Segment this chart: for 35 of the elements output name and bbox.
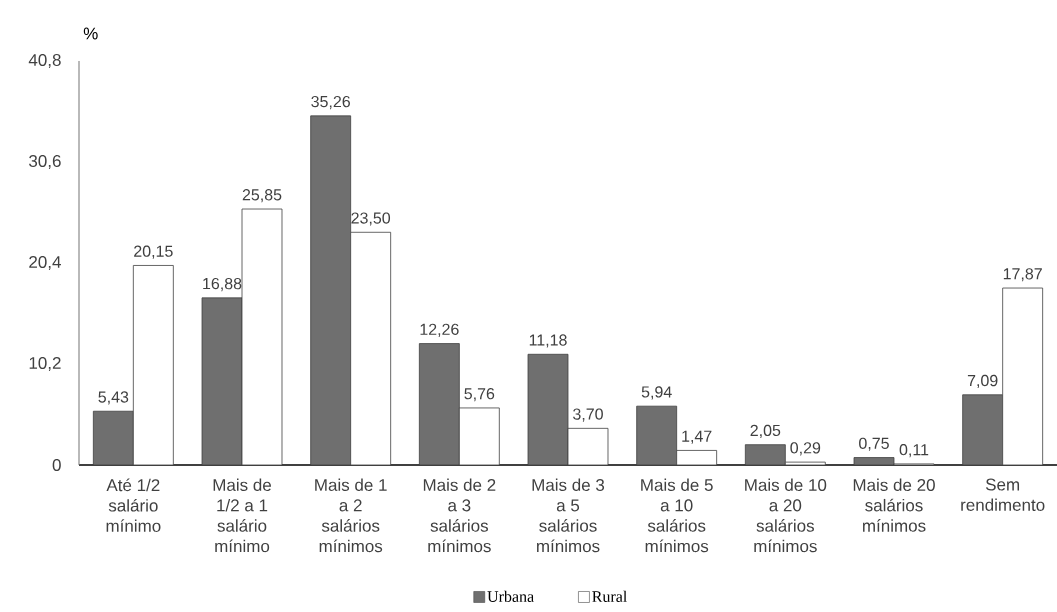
- x-tick-label: Mais de 10 a 20 salários mínimos: [745, 478, 827, 553]
- data-label: 23,50: [351, 212, 391, 226]
- y-axis-title: %: [83, 27, 98, 40]
- y-tick-label: 40,8: [28, 53, 61, 69]
- y-tick-label: 20,4: [29, 255, 61, 271]
- x-tick-label: Mais de 5 a 10 salários mínimos: [641, 478, 713, 553]
- x-tick-label: Mais de 20 salários mínimos: [853, 478, 935, 532]
- x-tick-label: Mais de 3 a 5 salários mínimos: [532, 478, 605, 553]
- data-label: 5,76: [464, 388, 495, 402]
- legend-label: Rural: [592, 590, 627, 602]
- y-tick-label: 10,2: [29, 356, 61, 372]
- data-label: 11,18: [529, 334, 567, 348]
- x-tick-label: Até 1/2 salário mínimo: [106, 478, 161, 533]
- data-label: 20,15: [134, 245, 173, 259]
- x-tick-label: Mais de 1/2 a 1 salário mínimo: [213, 478, 271, 553]
- data-label: 0,75: [859, 437, 889, 451]
- data-label: 2,05: [750, 424, 781, 438]
- data-label: 0,29: [790, 442, 821, 456]
- y-tick-label: 30,6: [29, 154, 61, 170]
- data-label: 16,88: [203, 277, 242, 292]
- x-tick-label: Mais de 1 a 2 salários mínimos: [315, 478, 387, 553]
- data-label: 3,70: [573, 408, 603, 422]
- data-label: 5,94: [641, 386, 672, 400]
- legend-label: Urbana: [487, 590, 534, 602]
- data-label: 7,09: [967, 374, 998, 389]
- data-label: 1,47: [682, 430, 712, 444]
- x-tick-label: Sem rendimento: [961, 478, 1045, 511]
- x-tick-label: Mais de 2 a 3 salários mínimos: [423, 478, 496, 553]
- data-label: 35,26: [311, 95, 350, 110]
- data-label: 17,87: [1003, 268, 1042, 282]
- y-tick-label: 0: [52, 458, 61, 472]
- data-label: 25,85: [242, 189, 282, 203]
- data-label: 0,11: [899, 443, 929, 458]
- data-label: 5,43: [98, 391, 129, 405]
- data-label: 12,26: [420, 323, 459, 337]
